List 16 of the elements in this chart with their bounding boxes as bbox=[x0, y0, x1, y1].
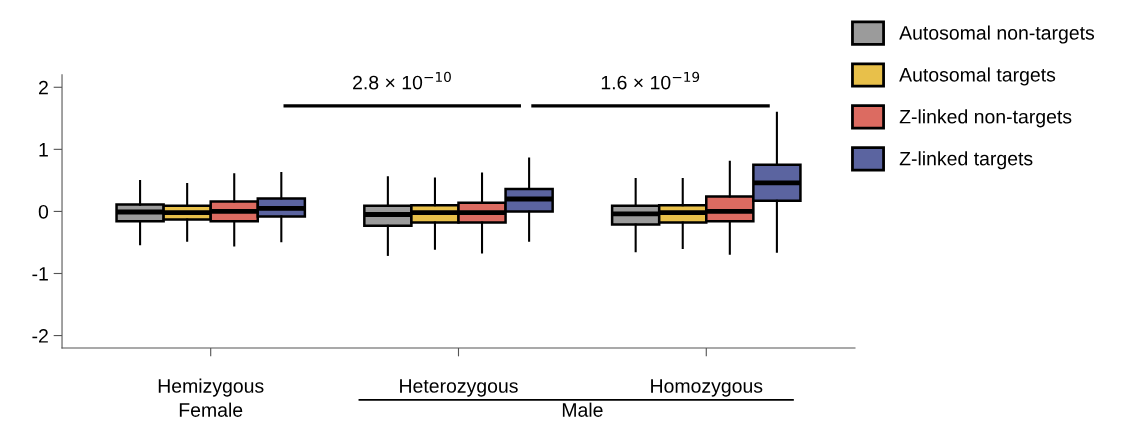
annotation: 2.8 × 10$^{−10}$ bbox=[353, 71, 451, 90]
legend-label: Z-linked non-targets bbox=[899, 109, 1072, 128]
annotation: 1.6 × 10$^{−19}$ bbox=[601, 71, 700, 90]
text: Female bbox=[179, 402, 243, 417]
x-tick-label: Homozygous bbox=[651, 379, 763, 397]
legend-label: Z-linked targets bbox=[899, 151, 1033, 170]
y-tick-label: 2 bbox=[39, 80, 48, 95]
legend-label: Autosomal non-targets bbox=[899, 25, 1095, 44]
x-tick-label: Hemizygous bbox=[158, 378, 264, 397]
y-tick-label: 0 bbox=[38, 204, 49, 219]
y-tick-label: -2 bbox=[32, 329, 48, 343]
y-tick-label: -1 bbox=[32, 267, 48, 281]
x-tick-label: Heterozygous bbox=[400, 379, 518, 397]
y-tick-label: 1 bbox=[39, 143, 48, 157]
text: Male bbox=[562, 402, 603, 417]
legend-label: Autosomal targets bbox=[899, 67, 1056, 86]
